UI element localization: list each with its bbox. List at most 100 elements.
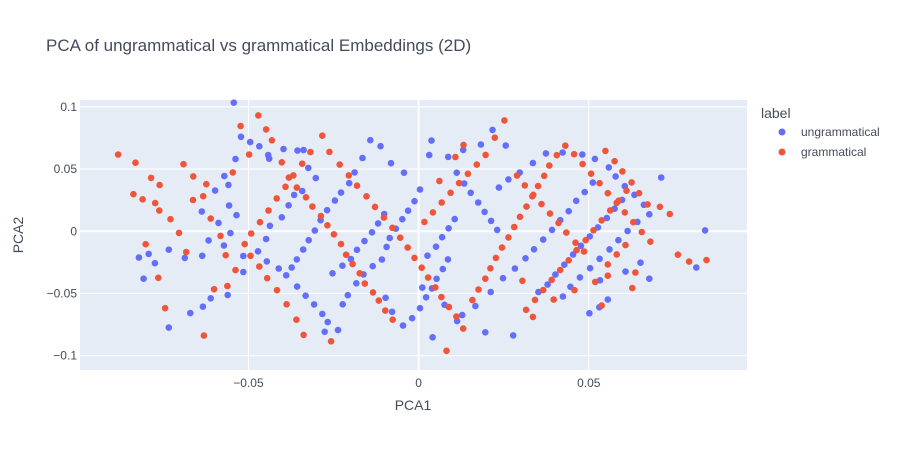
point-grammatical[interactable] (290, 172, 297, 179)
point-grammatical[interactable] (336, 161, 343, 168)
point-grammatical[interactable] (482, 152, 489, 159)
point-grammatical[interactable] (300, 332, 307, 339)
point-ungrammatical[interactable] (530, 160, 537, 167)
point-grammatical[interactable] (148, 175, 155, 182)
point-ungrammatical[interactable] (445, 256, 452, 263)
point-grammatical[interactable] (273, 195, 280, 202)
point-ungrammatical[interactable] (379, 256, 386, 263)
point-grammatical[interactable] (303, 194, 310, 201)
point-ungrammatical[interactable] (579, 151, 586, 158)
point-grammatical[interactable] (349, 261, 356, 268)
point-ungrammatical[interactable] (389, 309, 396, 316)
point-ungrammatical[interactable] (590, 179, 597, 186)
point-grammatical[interactable] (557, 267, 564, 274)
point-ungrammatical[interactable] (367, 137, 374, 144)
point-grammatical[interactable] (319, 132, 326, 139)
point-grammatical[interactable] (474, 161, 481, 168)
point-grammatical[interactable] (517, 214, 524, 221)
point-grammatical[interactable] (647, 238, 654, 245)
point-ungrammatical[interactable] (646, 211, 653, 218)
point-grammatical[interactable] (224, 283, 231, 290)
point-grammatical[interactable] (115, 151, 122, 158)
point-ungrammatical[interactable] (488, 218, 495, 225)
point-ungrammatical[interactable] (581, 189, 588, 196)
point-grammatical[interactable] (328, 338, 335, 345)
point-ungrammatical[interactable] (417, 305, 424, 312)
point-grammatical[interactable] (555, 220, 562, 227)
point-ungrammatical[interactable] (426, 152, 433, 159)
point-ungrammatical[interactable] (369, 229, 376, 236)
point-ungrammatical[interactable] (283, 272, 290, 279)
point-grammatical[interactable] (514, 172, 521, 179)
point-grammatical[interactable] (356, 270, 363, 277)
point-ungrammatical[interactable] (266, 155, 273, 162)
point-ungrammatical[interactable] (199, 253, 206, 260)
point-grammatical[interactable] (265, 207, 272, 214)
point-grammatical[interactable] (505, 234, 512, 241)
point-grammatical[interactable] (256, 263, 263, 270)
point-grammatical[interactable] (432, 284, 439, 291)
point-grammatical[interactable] (588, 170, 595, 177)
point-grammatical[interactable] (573, 247, 580, 254)
point-grammatical[interactable] (370, 289, 377, 296)
point-grammatical[interactable] (644, 201, 651, 208)
point-grammatical[interactable] (522, 182, 529, 189)
point-ungrammatical[interactable] (467, 190, 474, 197)
point-grammatical[interactable] (571, 287, 578, 294)
point-ungrammatical[interactable] (377, 143, 384, 150)
point-ungrammatical[interactable] (531, 246, 538, 253)
point-ungrammatical[interactable] (419, 284, 426, 291)
point-grammatical[interactable] (460, 325, 467, 332)
point-ungrammatical[interactable] (166, 324, 173, 331)
point-grammatical[interactable] (264, 275, 271, 282)
point-grammatical[interactable] (167, 216, 174, 223)
point-grammatical[interactable] (404, 244, 411, 251)
point-ungrammatical[interactable] (240, 269, 247, 276)
point-grammatical[interactable] (598, 217, 605, 224)
point-grammatical[interactable] (382, 307, 389, 314)
point-grammatical[interactable] (176, 230, 183, 237)
point-ungrammatical[interactable] (285, 202, 292, 209)
point-ungrammatical[interactable] (324, 207, 331, 214)
point-grammatical[interactable] (541, 173, 548, 180)
point-grammatical[interactable] (274, 287, 281, 294)
point-ungrammatical[interactable] (475, 199, 482, 206)
point-grammatical[interactable] (346, 172, 353, 179)
point-ungrammatical[interactable] (596, 255, 603, 262)
point-grammatical[interactable] (630, 219, 637, 226)
point-grammatical[interactable] (547, 210, 554, 217)
point-ungrammatical[interactable] (401, 169, 408, 176)
point-grammatical[interactable] (222, 252, 229, 259)
point-grammatical[interactable] (324, 222, 331, 229)
point-grammatical[interactable] (605, 261, 612, 268)
point-ungrammatical[interactable] (205, 237, 212, 244)
point-grammatical[interactable] (211, 286, 218, 293)
point-ungrammatical[interactable] (294, 147, 301, 154)
point-grammatical[interactable] (579, 161, 586, 168)
point-ungrammatical[interactable] (612, 173, 619, 180)
point-ungrammatical[interactable] (329, 270, 336, 277)
point-grammatical[interactable] (550, 296, 557, 303)
point-grammatical[interactable] (263, 126, 270, 133)
point-ungrammatical[interactable] (256, 143, 263, 150)
point-ungrammatical[interactable] (324, 319, 331, 326)
point-grammatical[interactable] (613, 251, 620, 258)
point-grammatical[interactable] (183, 249, 190, 256)
point-ungrammatical[interactable] (605, 296, 612, 303)
point-ungrammatical[interactable] (592, 156, 599, 163)
point-ungrammatical[interactable] (200, 303, 207, 310)
point-ungrammatical[interactable] (383, 244, 390, 251)
point-grammatical[interactable] (397, 234, 404, 241)
point-ungrammatical[interactable] (319, 311, 326, 318)
point-ungrammatical[interactable] (451, 216, 458, 223)
point-ungrammatical[interactable] (487, 289, 494, 296)
point-ungrammatical[interactable] (433, 243, 440, 250)
point-ungrammatical[interactable] (382, 295, 389, 302)
point-grammatical[interactable] (675, 251, 682, 258)
point-grammatical[interactable] (156, 207, 163, 214)
point-ungrammatical[interactable] (145, 251, 152, 258)
point-ungrammatical[interactable] (294, 283, 301, 290)
point-ungrammatical[interactable] (459, 312, 466, 319)
point-ungrammatical[interactable] (353, 280, 360, 287)
point-ungrammatical[interactable] (445, 154, 452, 161)
